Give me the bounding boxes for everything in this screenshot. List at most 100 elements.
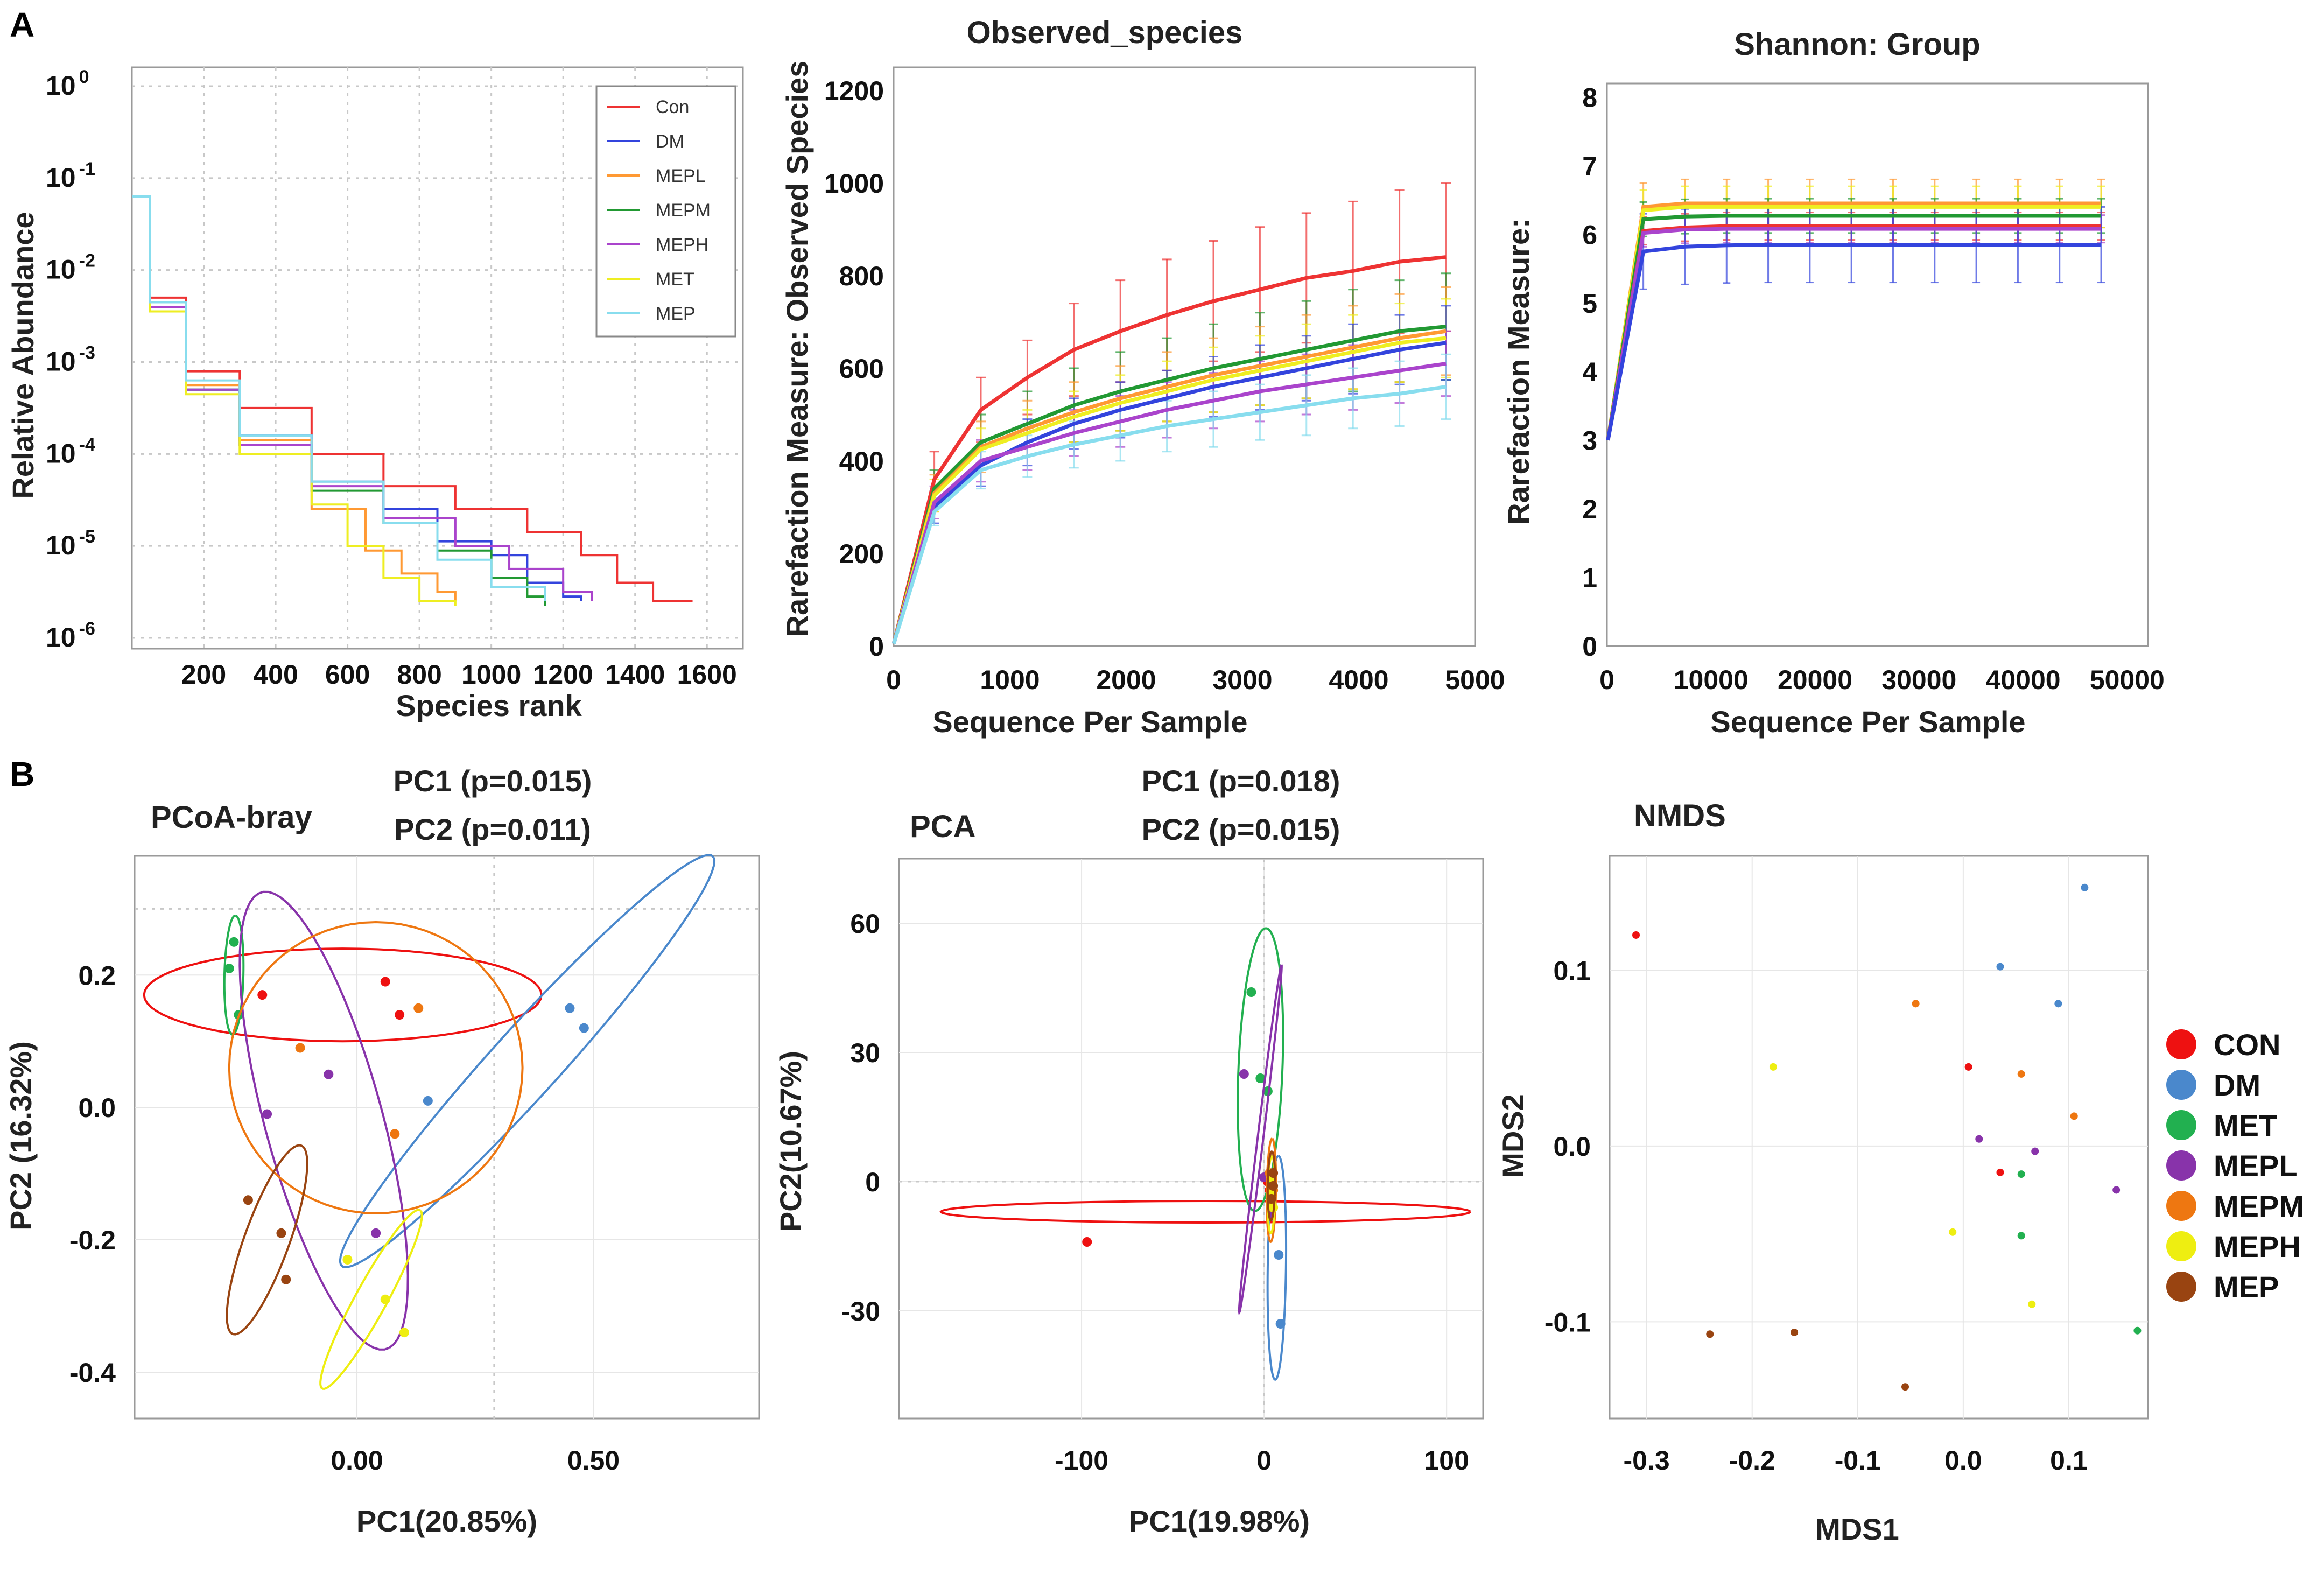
rank-ytick-base: 10 (46, 255, 76, 285)
shannon-ytick-2: 2 (1582, 494, 1597, 524)
pcoa-point-meph-0 (342, 1254, 353, 1265)
obs-line-mepm (891, 325, 1447, 644)
obs-line-met (891, 336, 1447, 644)
pcoa-plot-frame (134, 855, 760, 1420)
rank-ytick-base: 10 (46, 71, 76, 101)
nmds-point-mepm-1 (2017, 1070, 2025, 1078)
nmds-point-dm-2 (2054, 1000, 2062, 1008)
nmds-legend-label-mepl: MEPL (2214, 1149, 2298, 1183)
rank-ytick-6: 10 -6 (46, 619, 95, 652)
pca-ytick--30: -30 (841, 1296, 880, 1326)
observed-species-ticks: 0 1000 2000 3000 4000 5000 0 200 400 600 800 1000 12… (824, 76, 1505, 695)
shannon-xtick-30000: 30000 (1881, 665, 1956, 695)
shannon-ytick-6: 6 (1582, 220, 1597, 250)
shannon-line-mepm (1606, 214, 2102, 441)
rank-line-mep (132, 195, 546, 601)
shannon-ytick-8: 8 (1582, 82, 1597, 113)
nmds-legend-label-con: CON (2214, 1028, 2280, 1062)
rank-abundance-ylabel: Relative Abundance (6, 212, 40, 498)
rank-ytick-base: 10 (46, 622, 76, 652)
nmds-ytick-0-0: 0.0 (1553, 1132, 1591, 1162)
pcoa-point-mep-0 (243, 1195, 253, 1205)
nmds-point-mepl-2 (2112, 1186, 2121, 1194)
pca-point-met-0 (1246, 987, 1256, 997)
nmds-ytick-0-1: 0.1 (1553, 956, 1591, 986)
pcoa-ellipse-dm (339, 854, 716, 1268)
shannon-ytick-1: 1 (1582, 563, 1597, 593)
nmds-legend-swatch-mepm (2166, 1191, 2196, 1221)
rank-xtick-800: 800 (397, 659, 441, 690)
rank-ytick-1: 10 -1 (46, 159, 95, 193)
nmds-point-dm-1 (1996, 963, 2004, 971)
rank-ytick-exponent: -4 (79, 434, 95, 455)
rank-legend-label-mep: MEP (656, 304, 696, 324)
pcoa-plot-body: 0.00 0.50 0.2 0.0 -0.2 -0.4 (69, 854, 759, 1476)
pca-ytick-0: 0 (865, 1167, 880, 1197)
pca-plot-body: -100 0 100 60 30 0 -30 (841, 859, 1483, 1476)
rank-ytick-base: 10 (46, 163, 76, 193)
rank-xtick-1000: 1000 (461, 659, 521, 690)
pcoa-ellipse-mep (226, 1144, 308, 1336)
pcoa-point-dm-0 (565, 1003, 575, 1013)
pcoa-xlabel: PC1(20.85%) (356, 1504, 537, 1538)
panel-a-label: A (10, 5, 34, 44)
nmds-point-met-0 (2017, 1170, 2025, 1178)
nmds-point-mepl-0 (1975, 1135, 1983, 1143)
nmds-xtick-0-1: 0.1 (2050, 1445, 2088, 1476)
nmds-legend-label-meph: MEPH (2214, 1230, 2301, 1263)
nmds-point-con-2 (1996, 1168, 2004, 1176)
pcoa-point-con-0 (257, 990, 268, 1000)
nmds-legend-label-met: MET (2214, 1108, 2277, 1142)
pcoa-ellipse-con (143, 947, 543, 1043)
pca-xtick-0: 0 (1256, 1445, 1272, 1476)
rank-abundance-plot-frame (131, 66, 744, 650)
obs-line-dm (891, 341, 1447, 644)
rank-line-dm (132, 195, 582, 601)
pcoa-title: PCoA-bray (151, 800, 312, 835)
pcoa-subtitle-pc1: PC1 (p=0.015) (394, 764, 592, 798)
pca-point-met-1 (1255, 1073, 1266, 1083)
nmds-ytick--0-1: -0.1 (1544, 1307, 1591, 1337)
nmds-plot-body: -0.3 -0.2 -0.1 0.0 0.1 0.1 0.0 -0.1 (1544, 856, 2148, 1476)
obs-line-mep (891, 384, 1447, 644)
rank-abundance-xlabel: Species rank (396, 689, 582, 722)
pcoa-ytick--0-2: -0.2 (69, 1225, 116, 1255)
rank-ytick-exponent: -3 (79, 343, 95, 363)
obs-ytick-1000: 1000 (824, 168, 884, 199)
pcoa-ellipse-mepl (238, 890, 409, 1351)
nmds-legend-label-mepm: MEPM (2214, 1189, 2304, 1223)
rank-ytick-exponent: -1 (79, 159, 95, 179)
pcoa-point-mepl-1 (262, 1109, 272, 1119)
shannon-ylabel: Rarefaction Measure: (1501, 218, 1535, 525)
rank-ytick-4: 10 -4 (46, 434, 95, 468)
shannon-ytick-5: 5 (1582, 289, 1597, 319)
shannon-ytick-3: 3 (1582, 426, 1597, 456)
rank-ytick-5: 10 -5 (46, 526, 95, 560)
pcoa-point-mepm-0 (295, 1043, 305, 1053)
pcoa-point-mep-2 (281, 1274, 291, 1284)
nmds-legend: CON DM MET MEPL MEPM MEPH MEP (2166, 1028, 2304, 1304)
shannon-xlabel: Sequence Per Sample (1710, 705, 2025, 739)
nmds-point-mep-2 (1901, 1383, 1909, 1391)
pca-title: PCA (910, 809, 975, 844)
rank-ytick-base: 10 (46, 530, 76, 560)
pcoa-ylabel: PC2 (16.32%) (4, 1041, 38, 1231)
obs-xtick-3000: 3000 (1212, 665, 1272, 695)
pca-point-mep-1 (1266, 1194, 1276, 1204)
pca-plot-frame (898, 858, 1484, 1420)
nmds-legend-swatch-con (2166, 1029, 2196, 1059)
pca-point-con-0 (1082, 1237, 1092, 1247)
pca-point-mep-2 (1268, 1168, 1279, 1178)
nmds-legend-swatch-met (2166, 1110, 2196, 1140)
obs-xtick-1000: 1000 (980, 665, 1040, 695)
pca-chart: PCA PC1 (p=0.018) PC2 (p=0.015) -100 0 100… (774, 764, 1484, 1538)
nmds-point-meph-1 (1949, 1228, 1957, 1236)
rank-xtick-1400: 1400 (605, 659, 665, 690)
observed-species-title: Observed_species (967, 15, 1243, 50)
pcoa-point-con-2 (395, 1010, 405, 1020)
observed-species-series (891, 182, 1451, 644)
pca-ellipse-mepl (1238, 964, 1283, 1316)
observed-species-plot-frame (893, 66, 1476, 647)
